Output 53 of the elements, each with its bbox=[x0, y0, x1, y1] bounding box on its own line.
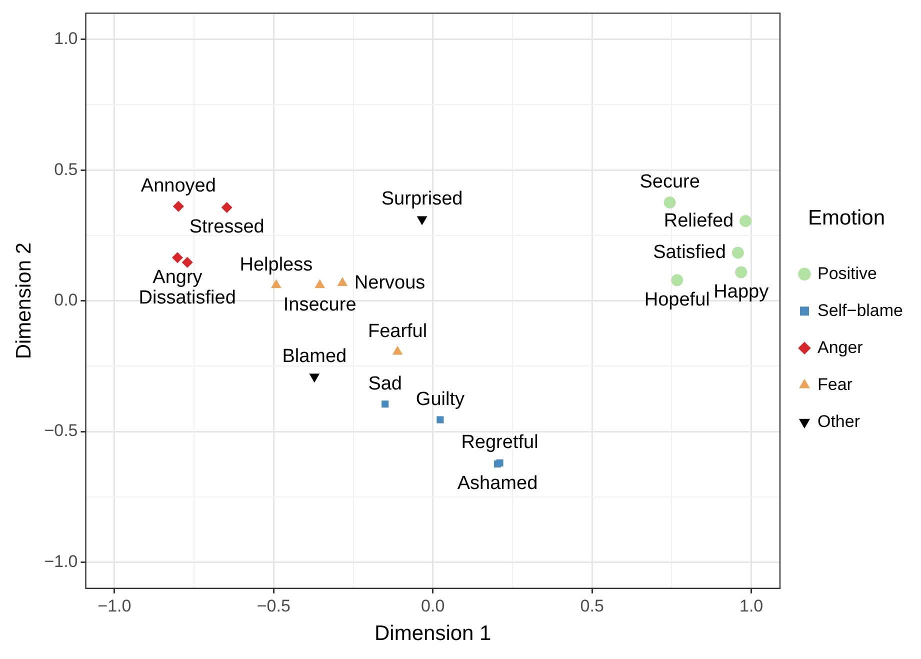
point bbox=[740, 215, 752, 228]
data-label: Sad bbox=[368, 373, 402, 394]
legend-label: Self−blame bbox=[817, 300, 904, 320]
data-label: Satisfied bbox=[653, 242, 726, 263]
data-label: Happy bbox=[714, 282, 770, 303]
legend-label: Other bbox=[817, 412, 860, 431]
point bbox=[172, 200, 184, 212]
x-tick-label: 0.0 bbox=[421, 596, 445, 616]
y-tick-label: 0.0 bbox=[54, 290, 78, 310]
data-label: Blamed bbox=[282, 346, 347, 367]
data-label: Regretful bbox=[461, 432, 538, 454]
point bbox=[671, 274, 684, 286]
point bbox=[436, 416, 444, 424]
data-label: Ashamed bbox=[457, 473, 538, 494]
data-label: Reliefed bbox=[664, 210, 734, 232]
point bbox=[494, 460, 502, 468]
y-tick-label: −0.5 bbox=[44, 421, 78, 440]
point bbox=[172, 252, 183, 264]
data-label: Helpless bbox=[240, 254, 313, 276]
data-label: Hopeful bbox=[644, 289, 710, 310]
data-label: Guilty bbox=[416, 388, 465, 410]
x-tick-label: −1.0 bbox=[98, 596, 132, 616]
legend-label: Positive bbox=[817, 264, 878, 283]
legend-label: Anger bbox=[817, 338, 864, 357]
point bbox=[392, 346, 403, 355]
data-label: Secure bbox=[640, 172, 700, 193]
data-label: Annoyed bbox=[140, 176, 216, 197]
y-axis-title: Dimension 2 bbox=[12, 242, 36, 360]
point bbox=[182, 256, 193, 268]
data-label: Fearful bbox=[368, 321, 428, 342]
data-label: Insecure bbox=[283, 294, 356, 316]
x-tick-label: 1.0 bbox=[739, 596, 764, 616]
y-tick-label: 0.5 bbox=[54, 160, 78, 179]
x-axis-title: Dimension 1 bbox=[374, 622, 492, 646]
point bbox=[314, 279, 326, 288]
point bbox=[382, 400, 389, 408]
data-label: Nervous bbox=[354, 272, 426, 294]
point bbox=[664, 196, 676, 208]
legend-label: Fear bbox=[817, 374, 853, 394]
x-tick-label: −0.5 bbox=[256, 596, 290, 616]
data-label: Angry bbox=[152, 266, 203, 288]
point bbox=[732, 246, 744, 259]
y-tick-label: 1.0 bbox=[54, 29, 78, 48]
point bbox=[270, 279, 282, 288]
point bbox=[735, 266, 748, 278]
y-tick-label: −1.0 bbox=[44, 552, 78, 571]
point bbox=[221, 202, 232, 213]
x-tick-label: 0.5 bbox=[580, 596, 604, 616]
legend-title: Emotion bbox=[808, 206, 886, 230]
data-label: Surprised bbox=[381, 188, 463, 210]
data-label: Dissatisfied bbox=[138, 288, 236, 309]
data-label: Stressed bbox=[189, 216, 264, 238]
point bbox=[337, 277, 348, 286]
